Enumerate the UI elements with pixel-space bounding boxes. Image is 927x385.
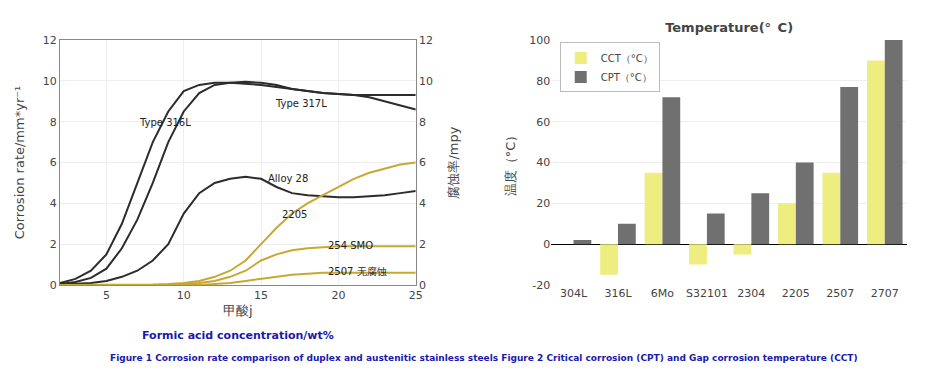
svg-text:CCT（°C）: CCT（°C）: [601, 53, 653, 64]
svg-text:6: 6: [50, 156, 57, 169]
svg-text:CPT（°C）: CPT（°C）: [601, 72, 652, 83]
svg-text:6: 6: [419, 156, 426, 169]
svg-text:304L: 304L: [560, 287, 588, 300]
svg-text:12: 12: [419, 34, 433, 47]
svg-text:6Mo: 6Mo: [651, 287, 674, 300]
svg-text:2507: 2507: [826, 287, 854, 300]
svg-text:腐蚀率/mpy: 腐蚀率/mpy: [446, 126, 461, 198]
svg-text:-20: -20: [532, 279, 550, 292]
svg-text:10: 10: [177, 289, 191, 302]
svg-text:Formic acid concentration/wt%: Formic acid concentration/wt%: [142, 329, 334, 342]
svg-text:10: 10: [419, 75, 433, 88]
svg-text:Corrosion rate/mm*yr⁻¹: Corrosion rate/mm*yr⁻¹: [12, 86, 27, 240]
svg-text:25: 25: [409, 289, 423, 302]
svg-text:2507 无腐蚀: 2507 无腐蚀: [328, 266, 387, 277]
svg-text:254 SMO: 254 SMO: [328, 240, 373, 251]
svg-text:20: 20: [331, 289, 345, 302]
svg-text:2: 2: [419, 238, 426, 251]
svg-text:Temperature(° C): Temperature(° C): [665, 20, 793, 35]
svg-text:10: 10: [43, 75, 57, 88]
svg-text:0: 0: [543, 238, 550, 251]
svg-text:0: 0: [50, 279, 57, 292]
svg-text:Type 317L: Type 317L: [275, 98, 327, 109]
svg-text:4: 4: [419, 197, 426, 210]
svg-text:温度（°C）: 温度（°C）: [503, 129, 518, 197]
svg-text:316L: 316L: [604, 287, 632, 300]
svg-text:100: 100: [529, 34, 550, 47]
svg-text:甲酸j: 甲酸j: [223, 303, 253, 318]
svg-text:40: 40: [536, 156, 550, 169]
svg-text:20: 20: [536, 197, 550, 210]
svg-text:60: 60: [536, 116, 550, 129]
svg-text:0: 0: [419, 279, 426, 292]
svg-text:2205: 2205: [782, 287, 810, 300]
svg-text:12: 12: [43, 34, 57, 47]
svg-text:2205: 2205: [282, 209, 307, 220]
svg-text:2304: 2304: [737, 287, 765, 300]
svg-text:2: 2: [50, 238, 57, 251]
svg-text:S32101: S32101: [686, 287, 728, 300]
svg-text:15: 15: [254, 289, 268, 302]
svg-text:Type 316L: Type 316L: [139, 117, 191, 128]
svg-text:2707: 2707: [871, 287, 899, 300]
svg-text:8: 8: [50, 116, 57, 129]
svg-text:80: 80: [536, 75, 550, 88]
svg-text:8: 8: [419, 116, 426, 129]
svg-text:4: 4: [50, 197, 57, 210]
svg-text:Figure 1 Corrosion rate compar: Figure 1 Corrosion rate comparison of du…: [110, 353, 858, 363]
svg-text:5: 5: [103, 289, 110, 302]
svg-text:Alloy 28: Alloy 28: [268, 173, 308, 184]
